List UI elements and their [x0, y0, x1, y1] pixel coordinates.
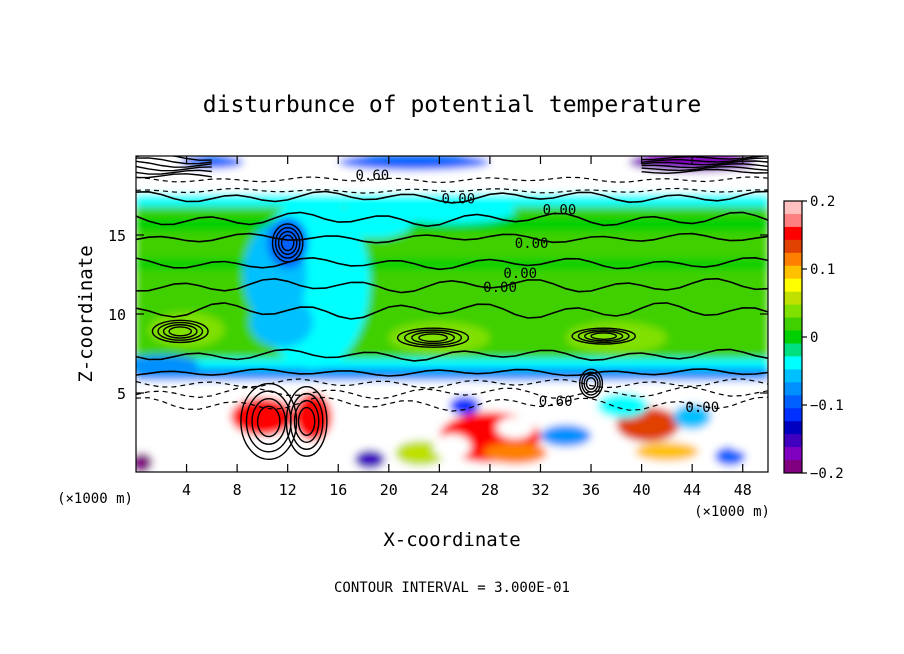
colorbar-swatch: [784, 201, 802, 215]
colorbar-tick-label: −0.2: [810, 466, 844, 482]
x-axis-unit-right: (×1000 m): [694, 504, 770, 520]
colorbar-swatch: [784, 356, 802, 370]
x-tick-label: 32: [531, 481, 549, 499]
colorbar: 0.2 0.1 0 −0.1 −0.2: [783, 194, 844, 482]
x-tick-label: 24: [430, 481, 448, 499]
colorbar-swatch: [784, 304, 802, 319]
colorbar-swatch: [784, 265, 802, 280]
colorbar-swatch: [784, 421, 802, 435]
colorbar-swatch: [784, 395, 802, 409]
contour-label: 0.00: [515, 236, 549, 252]
colorbar-tick-label: 0.1: [810, 262, 835, 278]
colorbar-swatch: [784, 408, 802, 422]
y-tick-label: 15: [108, 227, 126, 245]
colorbar-swatch: [784, 226, 802, 241]
x-tick-label: 16: [329, 481, 347, 499]
colorbar-swatch: [784, 278, 802, 293]
colorbar-swatch: [784, 382, 802, 396]
contour-labels: 0.000.000.000.000.000.600.60 0.00: [356, 168, 720, 416]
colorbar-swatch: [784, 434, 802, 448]
colorbar-swatch: [784, 252, 802, 267]
colorbar-swatch: [784, 317, 802, 332]
x-tick-label: 44: [683, 481, 701, 499]
contour-label: 0.60: [356, 168, 390, 184]
colorbar-tick-label: 0.2: [810, 194, 835, 210]
colorbar-swatch: [784, 447, 802, 461]
colorbar-swatch: [784, 460, 802, 474]
x-tick-label: 28: [481, 481, 499, 499]
colorbar-swatch: [784, 213, 802, 228]
colorbar-swatch: [784, 369, 802, 383]
x-tick-label: 12: [279, 481, 297, 499]
x-tick-label: 20: [380, 481, 398, 499]
x-axis: 4 8 12 16 20 24 28 32 36 40 44 48: [182, 156, 752, 499]
y-tick-label: 10: [108, 306, 126, 324]
colorbar-tick-label: −0.1: [810, 398, 844, 414]
contour-interval-note: CONTOUR INTERVAL = 3.000E-01: [334, 580, 570, 596]
x-tick-label: 4: [182, 481, 191, 499]
colorbar-swatch: [784, 291, 802, 306]
x-tick-label: 36: [582, 481, 600, 499]
colorbar-tick-label: 0: [810, 330, 818, 346]
contour-label: 0.00: [441, 192, 475, 208]
y-axis-title: Z-coordinate: [75, 245, 97, 382]
x-axis-unit-left: (×1000 m): [57, 491, 133, 507]
y-tick-label: 5: [117, 385, 126, 403]
colorbar-swatch: [784, 239, 802, 254]
contour-label: 0.00: [685, 400, 719, 416]
colorbar-swatch: [784, 330, 802, 344]
contour-label: 0.00: [543, 203, 577, 219]
x-tick-label: 48: [734, 481, 752, 499]
contour-label: 0.00: [483, 280, 517, 296]
x-tick-label: 8: [233, 481, 242, 499]
y-axis: 5 10 15: [108, 227, 768, 403]
plot-area: [136, 156, 768, 472]
contour-label: 0.60: [539, 394, 573, 410]
chart-title: disturbunce of potential temperature: [203, 92, 702, 118]
x-tick-label: 40: [633, 481, 651, 499]
colorbar-swatch: [784, 343, 802, 357]
contour-label: 0.00: [503, 266, 537, 282]
x-axis-title: X-coordinate: [383, 529, 520, 551]
